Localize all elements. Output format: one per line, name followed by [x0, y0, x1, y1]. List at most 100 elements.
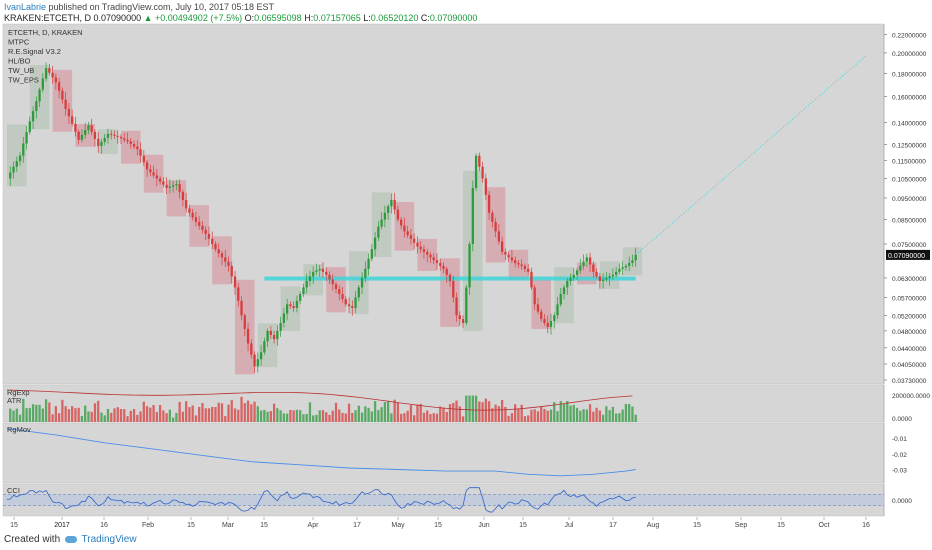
candle-body: [422, 249, 426, 252]
volume-bar: [452, 402, 455, 422]
candle-body: [403, 225, 406, 232]
last-price: 0.07090000: [93, 13, 142, 23]
candle-body: [233, 276, 237, 288]
volume-bar: [579, 410, 582, 422]
volume-bar: [194, 415, 198, 422]
candle-body: [312, 271, 315, 277]
candle-body: [468, 243, 471, 288]
volume-bar: [422, 412, 426, 422]
candle-body: [87, 125, 90, 130]
chart-area[interactable]: 0.22000000 0.20000000 0.18000000 0.16000000…: [0, 0, 932, 530]
candle-body: [243, 315, 246, 329]
candle-body: [517, 263, 520, 265]
candle-body: [201, 225, 204, 230]
volume-bar: [615, 413, 618, 422]
author-link[interactable]: IvanLabrie: [4, 2, 47, 12]
candle-body: [474, 155, 478, 188]
candle-body: [194, 217, 198, 222]
volume-bar: [549, 409, 553, 422]
volume-bar: [598, 410, 601, 422]
volume-bar: [90, 411, 93, 422]
volume-bar: [31, 404, 35, 422]
volume-bar: [341, 412, 344, 422]
volume-bar: [97, 400, 100, 422]
volume-bar: [38, 404, 41, 422]
candle-body: [432, 257, 435, 261]
candle-body: [230, 265, 233, 277]
candle-body: [80, 134, 84, 140]
volume-bar: [178, 401, 181, 422]
candle-body: [579, 265, 582, 271]
candle-body: [465, 287, 468, 323]
candle-body: [158, 178, 162, 182]
volume-bar: [289, 409, 292, 422]
tradingview-link[interactable]: TradingView: [81, 534, 137, 545]
candle-body: [351, 306, 354, 308]
candle-body: [149, 169, 152, 173]
volume-bar: [315, 414, 318, 422]
volume-bar: [276, 408, 279, 422]
volume-bar: [129, 410, 132, 422]
price-axis-label: 0.04050000: [892, 362, 927, 369]
candle-body: [523, 265, 527, 269]
candle-body: [559, 294, 562, 305]
volume-bar: [286, 413, 289, 422]
candle-body: [364, 268, 367, 278]
volume-bar: [77, 407, 80, 422]
momentum-axis-label: -0.01: [892, 436, 907, 443]
candle-body: [396, 209, 400, 220]
candle-body: [383, 212, 387, 220]
candle-body: [514, 260, 517, 264]
x-axis-label: 17: [609, 522, 617, 529]
candle-body: [18, 155, 22, 162]
legend-line-2: R.E.Signal V3.2: [8, 47, 61, 56]
candle-body: [487, 194, 491, 213]
candle-body: [198, 221, 201, 226]
price-axis-label: 0.07500000: [892, 242, 927, 249]
candle-body: [44, 68, 48, 79]
volume-bar: [116, 407, 119, 422]
candle-body: [575, 270, 579, 275]
candle-body: [35, 101, 38, 112]
volume-bar: [448, 404, 452, 422]
candle-body: [188, 208, 191, 213]
candle-body: [315, 270, 318, 272]
price-axis-label: 0.04800000: [892, 329, 927, 336]
volume-bar: [553, 402, 556, 422]
cci-line: [6, 487, 636, 513]
volume-bar: [413, 415, 416, 422]
legend-line-4: TW_UB: [8, 66, 34, 75]
candle-body: [344, 299, 347, 305]
candle-body: [331, 279, 334, 285]
candle-body: [171, 185, 175, 187]
candle-body: [429, 254, 432, 258]
volume-bar: [142, 401, 145, 422]
volume-bar: [259, 410, 263, 422]
candle-body: [48, 68, 51, 73]
volume-bar: [93, 403, 97, 422]
candle-body: [504, 251, 507, 255]
volume-bar: [520, 404, 523, 422]
candle-body: [204, 229, 207, 234]
candle-body: [621, 267, 624, 269]
candle-body: [116, 135, 119, 137]
candle-body: [615, 271, 618, 275]
candle-body: [217, 249, 220, 254]
volume-bar: [230, 400, 233, 422]
volume-bar: [439, 406, 442, 422]
candle-body: [582, 261, 585, 266]
candle-body: [530, 271, 533, 288]
volume-bar: [110, 412, 113, 422]
candle-body: [240, 300, 243, 316]
volume-bar: [9, 408, 12, 422]
volume-bar: [605, 406, 608, 422]
x-axis-label: 15: [260, 522, 268, 529]
volume-bar: [220, 403, 224, 422]
legend-line-3: HL/BO: [8, 57, 31, 66]
price-axis-label: 0.14000000: [892, 120, 927, 127]
candle-body: [390, 199, 393, 207]
price-axis-label: 0.03730000: [892, 378, 927, 385]
volume-bar: [240, 396, 243, 422]
candle-body: [328, 274, 331, 280]
volume-bar: [530, 409, 533, 422]
